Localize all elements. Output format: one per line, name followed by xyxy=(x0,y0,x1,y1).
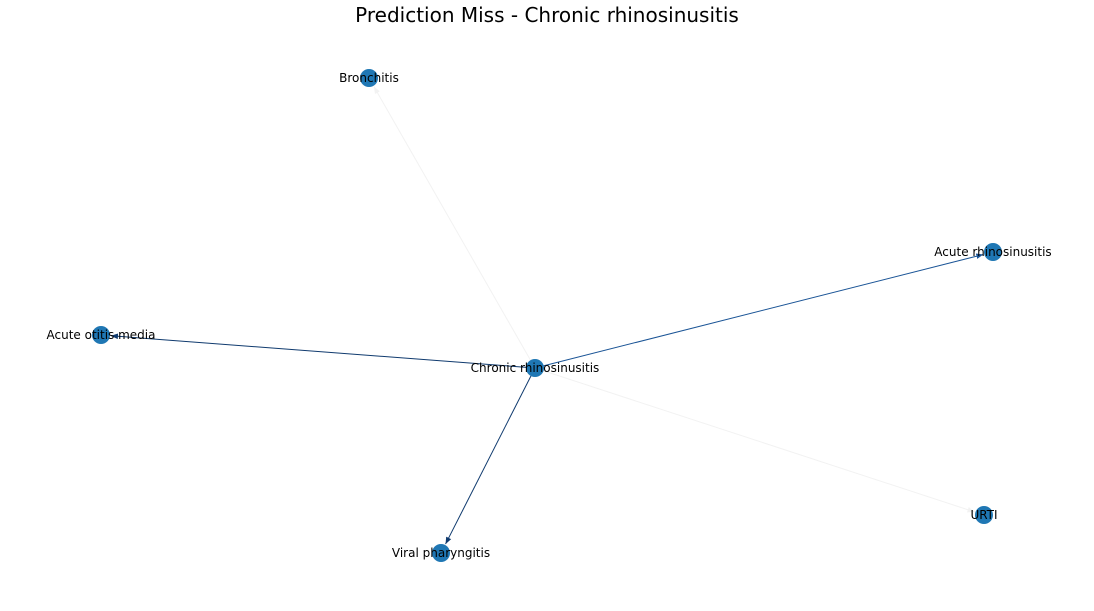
node-label-urti: URTI xyxy=(970,508,997,522)
edge-chronic-to-acute_rhino xyxy=(534,253,984,369)
node-label-viral: Viral pharyngitis xyxy=(392,546,490,560)
labels-layer: Chronic rhinosinusitis Bronchitis Acute rh… xyxy=(47,71,1052,560)
node-acute_rhino xyxy=(984,243,1002,261)
node-urti xyxy=(975,506,993,524)
page-title: Prediction Miss - Chronic rhinosinusitis xyxy=(355,3,739,27)
edge-chronic-to-otitis xyxy=(110,333,536,369)
nodes-layer xyxy=(92,69,1002,562)
edge-chronic-to-viral xyxy=(445,367,536,545)
node-otitis xyxy=(92,326,110,344)
node-label-otitis: Acute otitis media xyxy=(47,328,156,342)
edge-chronic-to-urti xyxy=(534,367,975,513)
node-viral xyxy=(432,544,450,562)
edge-chronic-to-bronchitis xyxy=(373,86,536,369)
node-label-chronic: Chronic rhinosinusitis xyxy=(471,361,600,375)
node-bronchitis xyxy=(360,69,378,87)
edges-layer xyxy=(110,86,984,545)
node-chronic xyxy=(526,359,544,377)
node-label-acute_rhino: Acute rhinosinusitis xyxy=(934,245,1051,259)
node-label-bronchitis: Bronchitis xyxy=(339,71,399,85)
